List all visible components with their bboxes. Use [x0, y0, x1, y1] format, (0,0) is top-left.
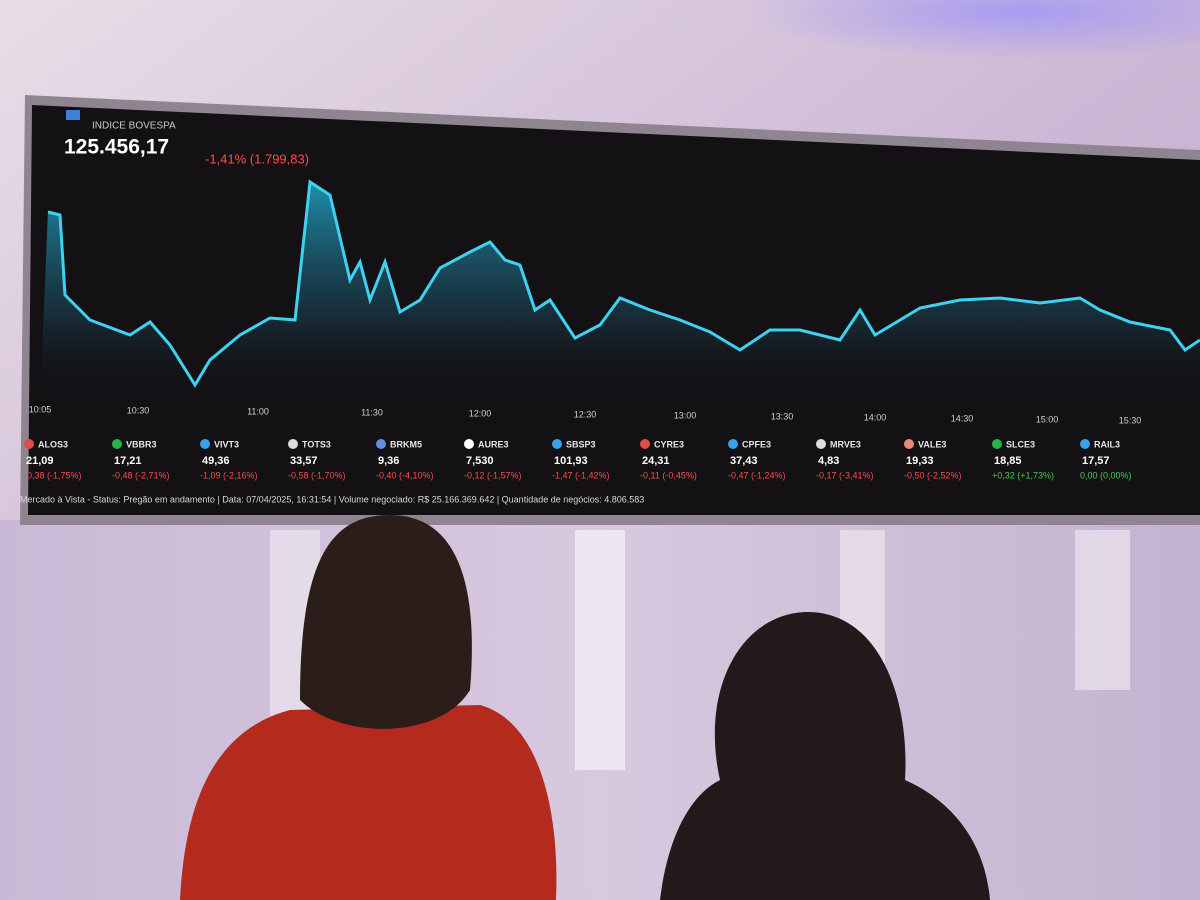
ticker-change: -0,38 (-1,75%) — [24, 470, 82, 480]
ticker-change: -0,17 (-3,41%) — [816, 470, 874, 480]
ticker-symbol: SLCE3 — [1006, 439, 1035, 449]
ticker-symbol: SBSP3 — [566, 439, 596, 449]
ticker-price: 24,31 — [642, 455, 670, 467]
ticker-change: -0,11 (-0,45%) — [640, 470, 697, 480]
ticker-icon — [816, 439, 826, 449]
ticker-price: 101,93 — [554, 455, 588, 467]
index-value: 125.456,17 — [64, 136, 169, 159]
ticker-change: -0,40 (-4,10%) — [376, 470, 434, 480]
ticker-change: -0,47 (-1,24%) — [728, 470, 786, 480]
ticker-icon — [728, 439, 738, 449]
ticker-price: 37,43 — [730, 455, 758, 467]
pillar — [575, 530, 625, 770]
ticker-price: 33,57 — [290, 455, 318, 467]
time-label: 10:05 — [29, 404, 52, 414]
time-label: 11:00 — [247, 406, 269, 416]
ticker-change: -1,09 (-2,16%) — [200, 470, 258, 480]
ticker-price: 9,36 — [378, 455, 399, 467]
time-label: 14:00 — [864, 412, 887, 422]
time-label: 13:00 — [674, 410, 697, 420]
ticker-price: 17,57 — [1082, 455, 1110, 467]
index-change: -1,41% (1.799,83) — [205, 151, 309, 166]
time-label: 11:30 — [361, 407, 383, 417]
ticker-icon — [992, 439, 1002, 449]
ticker-price: 17,21 — [114, 455, 142, 467]
ticker-change: -0,58 (-1,70%) — [288, 470, 346, 480]
ticker-price: 49,36 — [202, 455, 230, 467]
time-label: 10:30 — [127, 405, 150, 415]
ticker-symbol: RAIL3 — [1094, 439, 1120, 449]
person-left-body — [180, 705, 557, 900]
index-name: INDICE BOVESPA — [92, 121, 176, 132]
ticker-icon — [24, 439, 34, 449]
ticker-symbol: BRKM5 — [390, 439, 422, 449]
time-label: 14:30 — [951, 413, 974, 423]
ticker-change: -0,12 (-1,57%) — [464, 470, 522, 480]
person-right — [660, 611, 990, 900]
ticker-symbol: CPFE3 — [742, 439, 771, 449]
people — [180, 515, 990, 900]
ticker-icon — [464, 439, 474, 449]
time-label: 15:00 — [1036, 414, 1059, 424]
ticker-symbol: VALE3 — [918, 439, 946, 449]
ticker-change: 0,00 (0,00%) — [1080, 470, 1132, 480]
ticker-price: 18,85 — [994, 455, 1022, 467]
ticker-symbol: MRVE3 — [830, 439, 861, 449]
ticker-icon — [904, 439, 914, 449]
ticker-change: +0,32 (+1,73%) — [992, 470, 1054, 480]
light — [500, 0, 1200, 120]
chart-line — [47, 179, 1200, 388]
time-label: 12:30 — [574, 409, 597, 419]
ticker-icon — [200, 439, 210, 449]
ticker-symbol: ALOS3 — [38, 439, 68, 449]
time-label: 13:30 — [771, 411, 794, 421]
ticker-change: -0,50 (-2,52%) — [904, 470, 962, 480]
pillar — [1075, 530, 1130, 690]
ticker-icon — [552, 439, 562, 449]
ticker-symbol: AURE3 — [478, 439, 509, 449]
logo — [66, 110, 80, 120]
ticker-icon — [376, 439, 386, 449]
ticker-symbol: TOTS3 — [302, 439, 331, 449]
ticker-symbol: CYRE3 — [654, 439, 684, 449]
ticker-icon — [112, 439, 122, 449]
ticker-symbol: VBBR3 — [126, 439, 157, 449]
ticker-change: -0,48 (-2,71%) — [112, 470, 170, 480]
ticker-icon — [288, 439, 298, 449]
ticker-price: 19,33 — [906, 455, 934, 467]
ticker-change: -1,47 (-1,42%) — [552, 470, 610, 480]
time-label: 12:00 — [469, 408, 492, 418]
ticker-symbol: VIVT3 — [214, 439, 239, 449]
ticker-price: 7,530 — [466, 455, 494, 467]
ticker-price: 21,09 — [26, 455, 54, 467]
time-label: 15:30 — [1119, 415, 1142, 425]
ticker-price: 4,83 — [818, 455, 839, 467]
ticker-icon — [640, 439, 650, 449]
ticker-icon — [1080, 439, 1090, 449]
person-left-head — [300, 515, 472, 729]
status-bar: Mercado à Vista - Status: Pregão em anda… — [20, 494, 644, 504]
chart-area — [40, 182, 1200, 400]
